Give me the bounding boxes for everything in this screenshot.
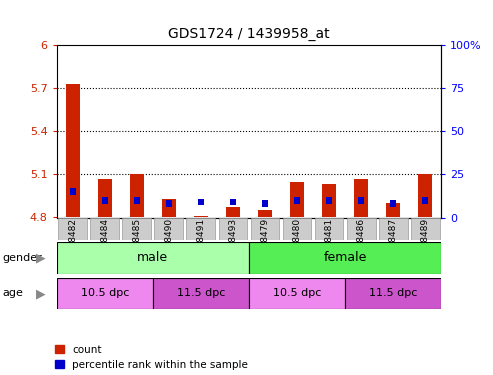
- Text: GSM78493: GSM78493: [228, 218, 238, 267]
- Text: GSM78481: GSM78481: [324, 218, 334, 267]
- Bar: [290, 182, 304, 218]
- Legend: count, percentile rank within the sample: count, percentile rank within the sample: [55, 345, 248, 370]
- Text: gender: gender: [2, 253, 42, 263]
- FancyBboxPatch shape: [282, 217, 312, 240]
- Text: GSM78485: GSM78485: [132, 218, 141, 267]
- Bar: [326, 197, 332, 204]
- Text: GSM78484: GSM78484: [100, 218, 109, 267]
- Bar: [294, 197, 300, 204]
- Bar: [130, 174, 144, 217]
- Text: GSM78486: GSM78486: [356, 218, 366, 267]
- Bar: [194, 216, 208, 217]
- FancyBboxPatch shape: [154, 217, 183, 240]
- FancyBboxPatch shape: [315, 217, 344, 240]
- Bar: [322, 184, 336, 218]
- Bar: [354, 178, 368, 218]
- FancyBboxPatch shape: [249, 278, 345, 309]
- FancyBboxPatch shape: [218, 217, 247, 240]
- Text: GSM78487: GSM78487: [388, 218, 398, 267]
- Text: GSM78480: GSM78480: [292, 218, 302, 267]
- Bar: [390, 200, 396, 207]
- FancyBboxPatch shape: [347, 217, 376, 240]
- Bar: [418, 174, 432, 217]
- Text: male: male: [137, 251, 169, 264]
- Bar: [423, 197, 428, 204]
- Text: 11.5 dpc: 11.5 dpc: [369, 288, 418, 298]
- Text: 11.5 dpc: 11.5 dpc: [176, 288, 225, 298]
- FancyBboxPatch shape: [153, 278, 249, 309]
- Bar: [134, 197, 140, 204]
- Text: GSM78489: GSM78489: [421, 218, 430, 267]
- Text: age: age: [2, 288, 23, 298]
- Bar: [262, 200, 268, 207]
- FancyBboxPatch shape: [186, 217, 215, 240]
- Text: ▶: ▶: [36, 251, 46, 264]
- Bar: [66, 84, 80, 218]
- Text: GSM78490: GSM78490: [164, 218, 174, 267]
- FancyBboxPatch shape: [57, 242, 249, 274]
- Title: GDS1724 / 1439958_at: GDS1724 / 1439958_at: [168, 27, 330, 41]
- FancyBboxPatch shape: [250, 217, 280, 240]
- Text: ▶: ▶: [36, 287, 46, 300]
- Bar: [70, 188, 75, 195]
- Text: female: female: [323, 251, 367, 264]
- Text: 10.5 dpc: 10.5 dpc: [273, 288, 321, 298]
- Bar: [102, 197, 107, 204]
- Bar: [166, 200, 172, 207]
- FancyBboxPatch shape: [249, 242, 441, 274]
- Bar: [198, 198, 204, 206]
- Bar: [98, 178, 112, 218]
- Bar: [230, 198, 236, 206]
- FancyBboxPatch shape: [122, 217, 151, 240]
- FancyBboxPatch shape: [57, 278, 153, 309]
- FancyBboxPatch shape: [411, 217, 440, 240]
- FancyBboxPatch shape: [345, 278, 441, 309]
- Bar: [386, 203, 400, 217]
- Text: GSM78482: GSM78482: [68, 218, 77, 267]
- Text: GSM78491: GSM78491: [196, 218, 206, 267]
- FancyBboxPatch shape: [379, 217, 408, 240]
- FancyBboxPatch shape: [90, 217, 119, 240]
- Bar: [162, 199, 176, 217]
- Bar: [258, 210, 272, 218]
- Bar: [358, 197, 364, 204]
- Bar: [226, 207, 240, 218]
- FancyBboxPatch shape: [58, 217, 87, 240]
- Text: GSM78479: GSM78479: [260, 218, 270, 267]
- Text: 10.5 dpc: 10.5 dpc: [80, 288, 129, 298]
